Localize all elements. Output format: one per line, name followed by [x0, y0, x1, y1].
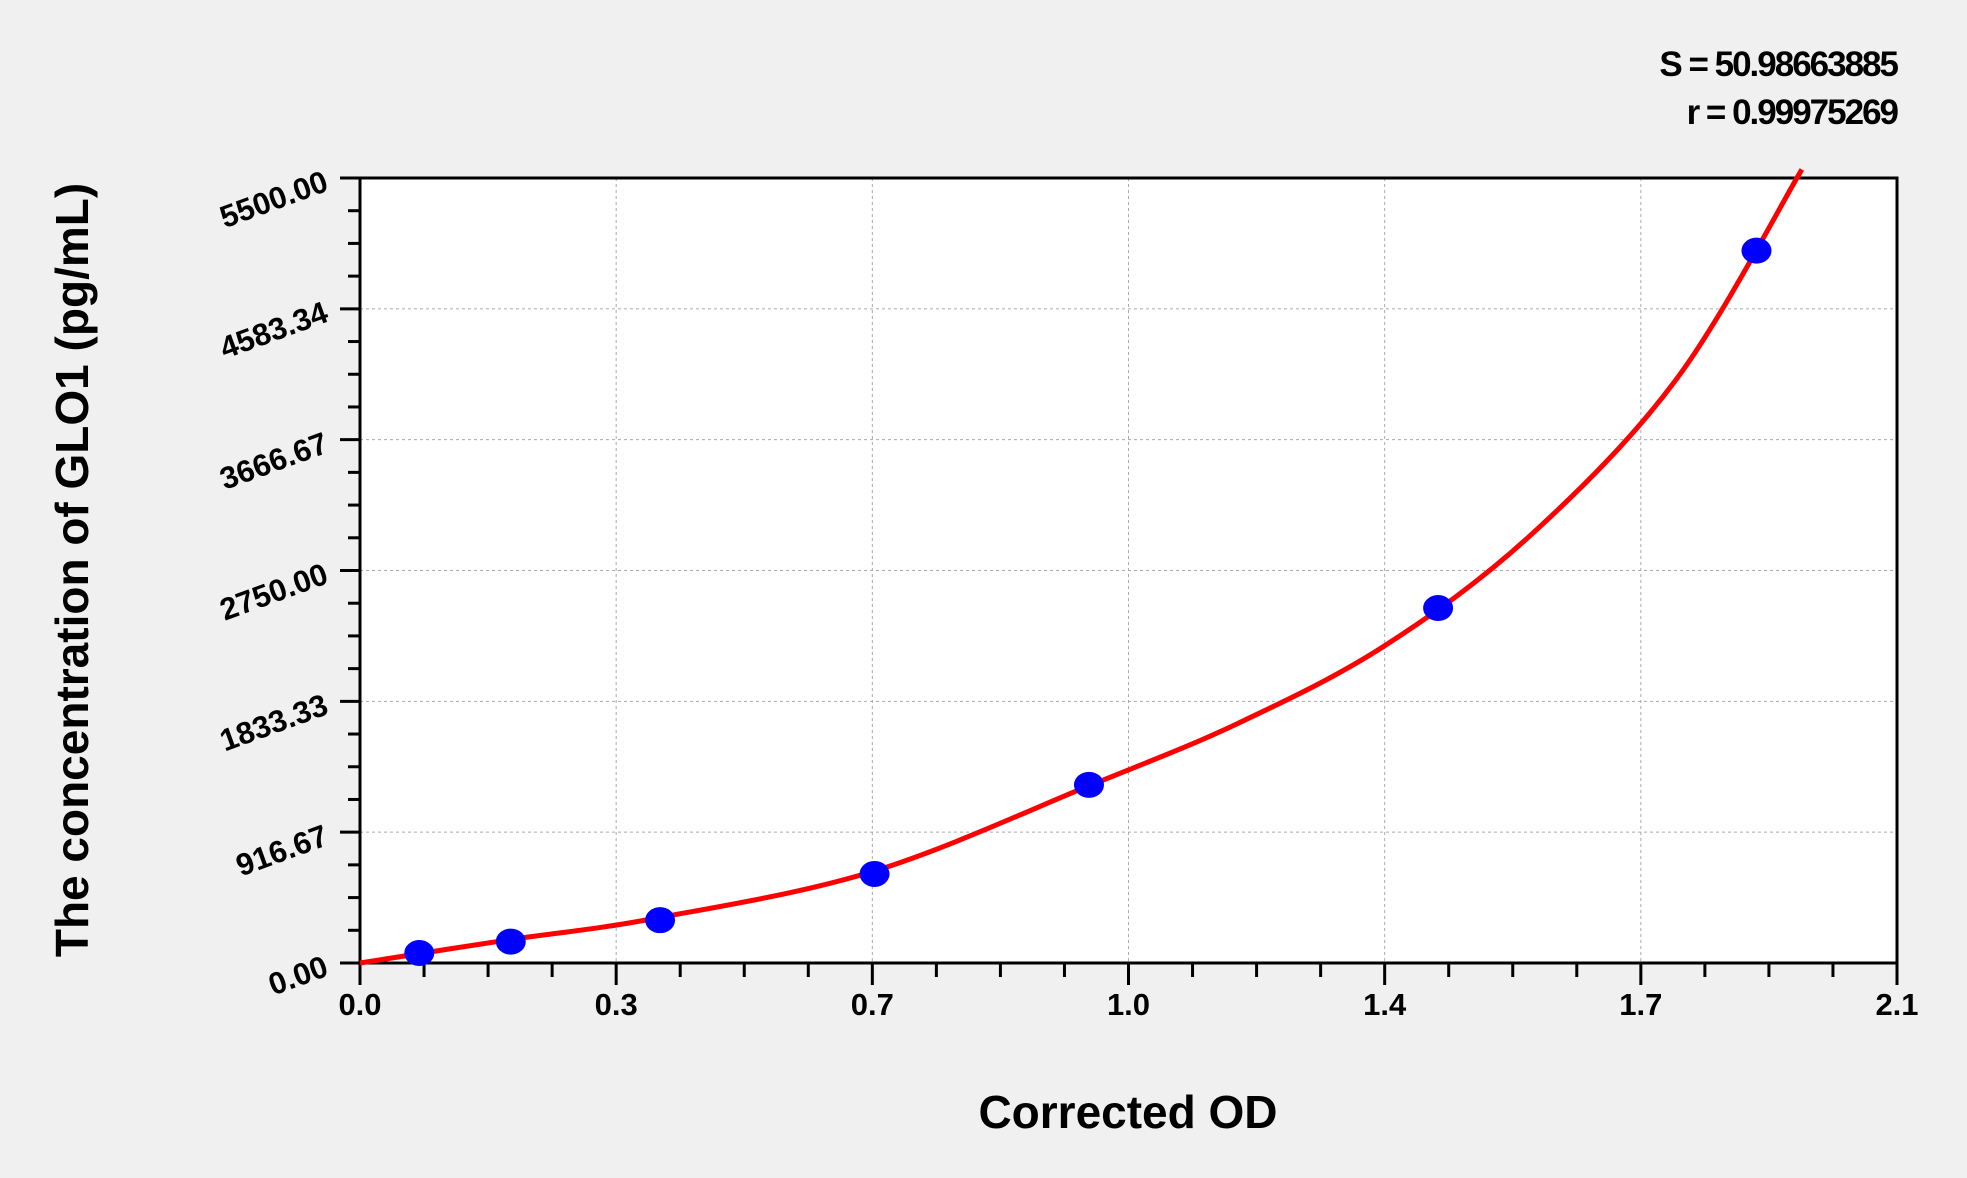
x-axis-title: Corrected OD	[978, 1086, 1277, 1138]
grid	[360, 178, 1897, 963]
data-point	[1741, 237, 1772, 264]
plot-border	[358, 176, 1899, 965]
y-tick-label: 1833.33	[215, 687, 332, 758]
x-tick-label: 0.0	[338, 987, 381, 1022]
data-points	[404, 237, 1772, 967]
x-tick-label: 1.7	[1619, 987, 1662, 1022]
y-tick-label: 0.00	[264, 949, 333, 1003]
data-point	[645, 907, 676, 934]
y-tick-label: 3666.67	[215, 425, 332, 496]
y-tick-label: 5500.00	[215, 164, 332, 235]
stat-r: r = 0.99975269	[1687, 93, 1899, 132]
data-point	[859, 860, 890, 887]
x-tick-label: 0.3	[595, 987, 638, 1022]
data-point	[495, 928, 526, 955]
x-tick-label: 0.7	[851, 987, 894, 1022]
x-tick-label: 1.0	[1107, 987, 1150, 1022]
data-point	[1423, 595, 1454, 622]
y-tick-label: 2750.00	[215, 556, 332, 627]
fit-curve	[359, 168, 1804, 966]
data-point	[404, 940, 435, 967]
x-tick-label: 2.1	[1875, 987, 1918, 1022]
y-tick-label: 916.67	[231, 818, 332, 883]
ticks	[340, 176, 1899, 985]
x-tick-label: 1.4	[1363, 987, 1407, 1022]
y-axis-title: The concentration of GLO1 (pg/mL)	[46, 183, 98, 957]
data-point	[1073, 771, 1104, 798]
stat-s: S = 50.98663885	[1659, 45, 1898, 84]
y-tick-label: 4583.34	[215, 294, 333, 365]
